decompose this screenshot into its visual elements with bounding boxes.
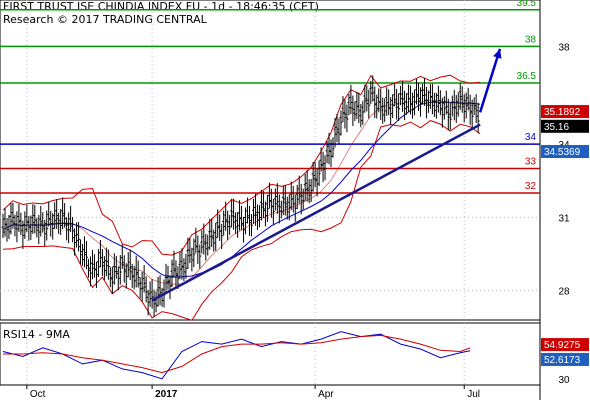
level-label-target: 39.5 xyxy=(517,0,537,9)
value-tag-rsi xyxy=(541,352,589,366)
moving-average-line xyxy=(2,101,481,278)
rsi-line-rsi14 xyxy=(2,331,471,380)
forecast-arrow-shaft xyxy=(478,48,502,113)
y-tick-label: 28 xyxy=(558,287,570,298)
value-tag-lower_band xyxy=(541,145,589,159)
rsi-line-ma9 xyxy=(3,334,471,374)
level-label-resistance: 32 xyxy=(525,181,537,192)
value-tag-label-price: 35.16 xyxy=(544,122,569,133)
level-label-support: 34 xyxy=(525,132,537,143)
forecast-arrow-head xyxy=(493,48,502,59)
bollinger-lower-line xyxy=(2,120,481,321)
value-tag-label-lower_band: 34.5369 xyxy=(544,147,581,158)
y-tick-label: 31 xyxy=(558,213,570,224)
uptrend-line xyxy=(151,123,481,302)
y-tick-label: 38 xyxy=(558,42,570,53)
level-label-resistance: 33 xyxy=(525,157,537,168)
rsi-panel-frame xyxy=(0,322,541,386)
x-tick-label: Apr xyxy=(318,389,334,400)
x-tick-label: Jul xyxy=(467,389,480,400)
x-tick-label: 2017 xyxy=(155,389,178,400)
value-tag-label-upper_band: 35.1892 xyxy=(544,107,581,118)
level-label-target: 36.5 xyxy=(517,71,537,82)
value-tag-label-rsi: 52.6173 xyxy=(544,355,581,366)
main-panel-frame xyxy=(0,0,541,321)
bollinger-upper-line xyxy=(2,74,481,256)
level-label-target: 38 xyxy=(525,34,537,45)
chart-subtitle: Research © 2017 TRADING CENTRAL xyxy=(3,13,207,26)
x-tick-label: Oct xyxy=(30,389,46,400)
value-tag-price xyxy=(541,119,589,133)
rsi-y-tick-label: 30 xyxy=(558,375,570,386)
rsi-panel-label: RSI14 - 9MA xyxy=(3,328,70,341)
value-tag-rsi_ma xyxy=(541,338,589,352)
value-tag-label-rsi_ma: 54.9275 xyxy=(544,340,581,351)
value-tag-upper_band xyxy=(541,105,589,119)
